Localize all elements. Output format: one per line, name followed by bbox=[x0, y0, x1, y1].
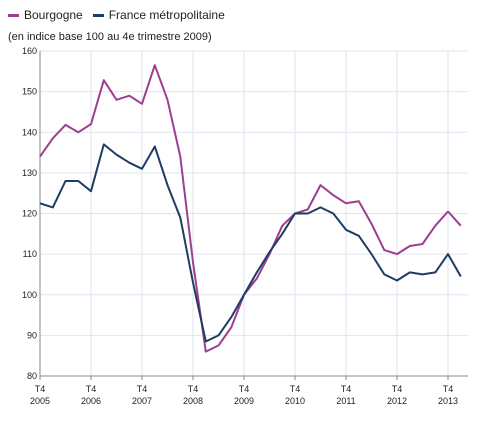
y-tick-label-160: 160 bbox=[22, 46, 37, 56]
legend-item-bourgogne[interactable]: Bourgogne bbox=[8, 8, 83, 22]
x-tick-label-year: 2010 bbox=[285, 396, 305, 406]
x-tick-label-year: 2006 bbox=[81, 396, 101, 406]
series-line-france bbox=[39, 143, 462, 343]
x-tick-label-quarter: T4 bbox=[86, 384, 97, 394]
legend-swatch-france bbox=[92, 13, 104, 17]
y-tick-label-130: 130 bbox=[22, 168, 37, 178]
legend-label-france: France métropolitaine bbox=[108, 8, 225, 22]
y-tick-label-150: 150 bbox=[22, 87, 37, 97]
x-tick-label-year: 2009 bbox=[234, 396, 254, 406]
legend-item-france[interactable]: France métropolitaine bbox=[92, 8, 225, 22]
x-tick-label-quarter: T4 bbox=[290, 384, 301, 394]
legend-swatch-bourgogne bbox=[8, 13, 19, 17]
y-tick-label-80: 80 bbox=[27, 371, 37, 381]
x-tick-label-quarter: T4 bbox=[392, 384, 403, 394]
x-tick-label-year: 2005 bbox=[30, 396, 50, 406]
x-tick-label-quarter: T4 bbox=[341, 384, 352, 394]
y-tick-label-90: 90 bbox=[27, 330, 37, 340]
legend-label-bourgogne: Bourgogne bbox=[24, 8, 83, 22]
series-line-bourgogne bbox=[39, 64, 462, 353]
y-tick-label-140: 140 bbox=[22, 127, 37, 137]
x-tick-label-quarter: T4 bbox=[35, 384, 46, 394]
y-tick-label-100: 100 bbox=[22, 290, 37, 300]
chart-subtitle: (en indice base 100 au 4e trimestre 2009… bbox=[8, 31, 212, 43]
x-tick-label-quarter: T4 bbox=[239, 384, 250, 394]
x-tick-label-quarter: T4 bbox=[443, 384, 454, 394]
x-tick-label-quarter: T4 bbox=[137, 384, 148, 394]
x-tick-label-year: 2013 bbox=[438, 396, 458, 406]
y-tick-label-110: 110 bbox=[23, 249, 37, 259]
x-tick-label-year: 2012 bbox=[387, 396, 407, 406]
x-tick-label-quarter: T4 bbox=[188, 384, 199, 394]
y-tick-label-120: 120 bbox=[22, 209, 37, 219]
x-tick-label-year: 2011 bbox=[336, 396, 355, 406]
x-tick-label-year: 2007 bbox=[132, 396, 152, 406]
x-tick-label-year: 2008 bbox=[183, 396, 203, 406]
chart-legend: Bourgogne France métropolitaine bbox=[8, 8, 235, 22]
